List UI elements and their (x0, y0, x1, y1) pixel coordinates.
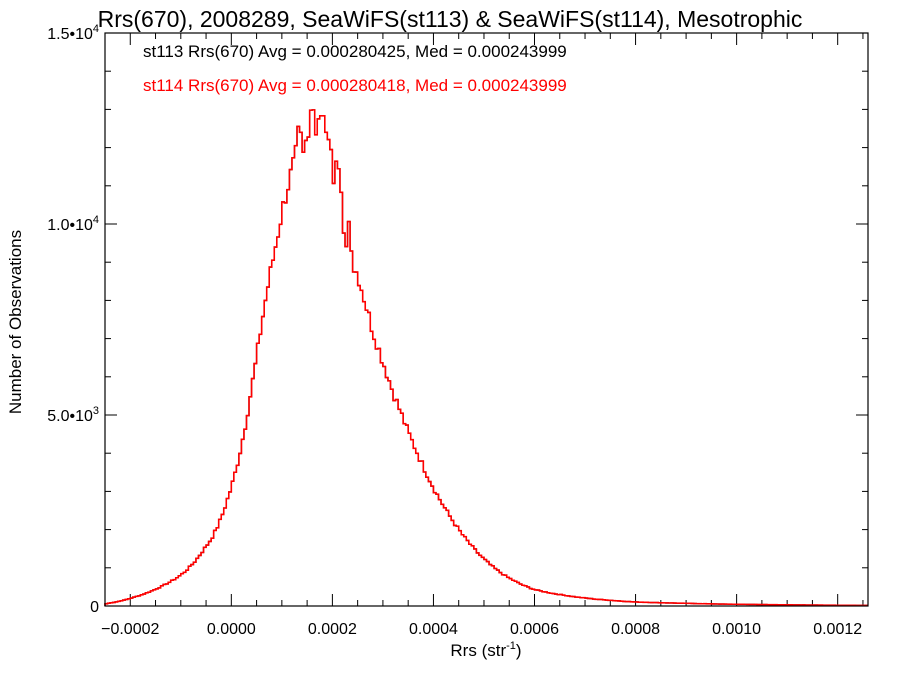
x-tick-label: 0.0012 (813, 621, 862, 638)
x-axis-label-tail: ) (516, 641, 522, 660)
annotation-st114: st114 Rrs(670) Avg = 0.000280418, Med = … (143, 76, 567, 95)
y-axis-label: Number of Observations (6, 230, 25, 414)
x-axis-label: Rrs (str-1) (450, 640, 521, 660)
series-st114-line (104, 109, 868, 607)
series-st114 (104, 109, 868, 607)
x-tick-label: 0.0004 (409, 621, 458, 638)
annotation-st113: st113 Rrs(670) Avg = 0.000280425, Med = … (143, 42, 567, 61)
x-tick-label: 0.0002 (308, 621, 357, 638)
y-tick-label: 0 (90, 599, 99, 616)
x-tick-label: 0.0010 (712, 621, 761, 638)
y-tick-label: 1.5•104 (47, 23, 99, 43)
x-tick-labels: −0.0002 0.0000 0.0002 0.0004 0.0006 0.0008 0.0… (101, 621, 862, 638)
y-tick-label: 5.0•103 (47, 405, 99, 425)
plot-frame (104, 32, 869, 607)
y-axis-ticks (105, 32, 868, 607)
y-tick-labels: 0 5.0•103 1.0•104 1.5•104 (47, 23, 99, 616)
x-axis-label-sup: -1 (506, 640, 516, 652)
y-tick-label: 1.0•104 (47, 214, 99, 234)
x-axis-label-main: Rrs (str (450, 641, 506, 660)
x-tick-label: 0.0000 (207, 621, 256, 638)
chart-title: Rrs(670), 2008289, SeaWiFS(st113) & SeaW… (98, 6, 803, 32)
x-tick-label: 0.0006 (510, 621, 559, 638)
x-tick-label: −0.0002 (101, 621, 159, 638)
x-tick-label: 0.0008 (611, 621, 660, 638)
x-axis-ticks (129, 33, 864, 606)
